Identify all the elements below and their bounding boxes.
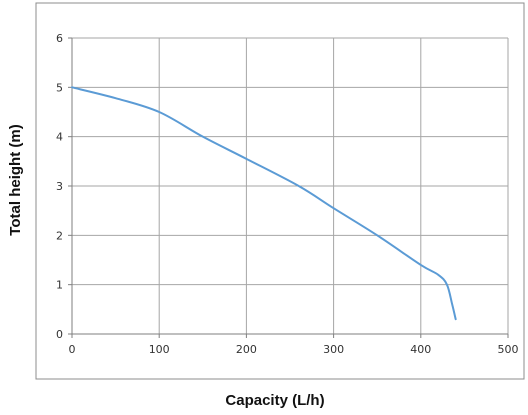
- series-layer: [71, 86, 457, 321]
- x-tick-label: 400: [410, 343, 431, 356]
- chart-outer-frame: [35, 2, 525, 380]
- x-tick-label: 0: [69, 343, 76, 356]
- y-tick-label: 0: [56, 328, 63, 341]
- y-tick-label: 4: [56, 131, 63, 144]
- y-tick-label: 6: [56, 32, 63, 45]
- tick-labels: 0 100 200 300 400 500 0 1 2 3 4 5 6: [56, 32, 519, 356]
- x-axis-title: Capacity (L/h): [225, 392, 324, 409]
- x-tick-label: 500: [498, 343, 519, 356]
- y-axis-title: Total height (m): [7, 124, 24, 235]
- y-tick-label: 5: [56, 81, 63, 94]
- x-tick-label: 300: [323, 343, 344, 356]
- series-line-0: [71, 86, 457, 321]
- grid-lines: [72, 37, 509, 334]
- y-tick-label: 2: [56, 229, 63, 242]
- x-tick-label: 100: [149, 343, 170, 356]
- y-tick-label: 1: [56, 279, 63, 292]
- x-tick-label: 200: [236, 343, 257, 356]
- y-tick-label: 3: [56, 180, 63, 193]
